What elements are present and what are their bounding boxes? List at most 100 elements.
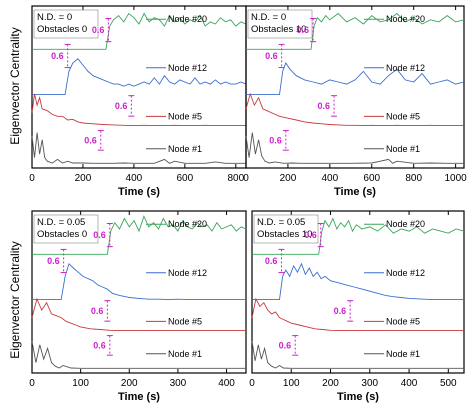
x-tick-label: 0: [249, 378, 255, 389]
x-tick-label: 600: [363, 173, 380, 184]
info-line: N.D. = 0: [251, 12, 286, 23]
series-line-node1: [251, 341, 464, 369]
legend-label-node20: Node #20: [168, 219, 207, 229]
panel-4: 0 100 200 300 400 500 Time (s) N.D. = 0.05Obsta…: [249, 210, 465, 403]
legend-label-node5: Node #5: [386, 316, 420, 326]
legend-label-node1: Node #1: [168, 144, 202, 154]
info-line: Obstacles 0: [37, 24, 87, 35]
scale-value-node12: 0.6: [51, 51, 64, 61]
legend-label-node20: Node #20: [386, 14, 425, 24]
scale-value-node1: 0.6: [279, 340, 292, 350]
x-tick-label: 300: [361, 378, 378, 389]
info-line: Obstacles 10: [257, 229, 312, 240]
panel-2: 0 200 400 600 800 1000 Time (s) N.D. = 0Obstacl…: [243, 5, 467, 198]
series-line-node12: [246, 62, 465, 96]
series-line-node12: [32, 262, 246, 301]
info-line: N.D. = 0: [37, 12, 72, 23]
x-tick-label: 1000: [444, 173, 467, 184]
x-tick-label: 400: [401, 378, 418, 389]
series-line-node20: [252, 217, 465, 255]
series-line-node5: [31, 297, 246, 332]
x-tick-label: 100: [72, 378, 89, 389]
x-tick-label: 200: [121, 378, 138, 389]
legend-label-node20: Node #20: [386, 219, 425, 229]
info-line: Obstacles 10: [251, 24, 306, 35]
y-axis-label-top: Eigenvector Centrality: [8, 27, 22, 144]
scale-value-node5: 0.6: [115, 101, 128, 111]
scale-value-node12: 0.6: [47, 256, 60, 266]
x-axis-label: Time (s): [334, 186, 376, 198]
series-line-node5: [251, 297, 464, 332]
scale-value-node20: 0.6: [304, 230, 317, 240]
series-line-node20: [32, 12, 247, 50]
series-line-node5: [245, 92, 464, 127]
legend-label-node5: Node #5: [168, 111, 202, 121]
legend-label-node12: Node #12: [386, 63, 425, 73]
x-tick-label: 500: [440, 378, 457, 389]
legend-label-node5: Node #5: [386, 111, 420, 121]
x-tick-label: 200: [75, 173, 92, 184]
x-tick-label: 200: [280, 173, 297, 184]
scale-value-node12: 0.6: [265, 51, 278, 61]
plot-frame: [31, 210, 247, 374]
x-tick-label: 0: [29, 173, 35, 184]
series-line-node20: [32, 215, 247, 255]
panel-3: 0 100 200 300 400 Time (s) N.D. = 0.05Obstacle…: [29, 210, 247, 403]
series-line-node1: [245, 132, 464, 164]
scale-value-node12: 0.6: [265, 256, 278, 266]
plot-frame: [245, 5, 465, 169]
info-line: Obstacles 0: [37, 229, 87, 240]
scale-value-node1: 0.6: [84, 135, 97, 145]
scale-value-node20: 0.6: [297, 25, 310, 35]
legend-label-node1: Node #1: [386, 144, 420, 154]
x-tick-label: 0: [29, 378, 35, 389]
scale-value-node1: 0.6: [269, 135, 282, 145]
x-tick-label: 200: [322, 378, 339, 389]
legend-label-node5: Node #5: [168, 316, 202, 326]
series-line-node20: [246, 12, 465, 50]
legend-label-node12: Node #12: [168, 63, 207, 73]
scale-value-node20: 0.6: [92, 25, 105, 35]
series-line-node1: [31, 341, 246, 369]
scale-value-node5: 0.6: [91, 306, 104, 316]
x-tick-label: 600: [177, 173, 194, 184]
x-tick-label: 800: [227, 173, 244, 184]
scale-value-node5: 0.6: [318, 101, 331, 111]
legend-label-node20: Node #20: [168, 14, 207, 24]
series-line-node12: [252, 262, 464, 301]
plot-frame: [251, 210, 465, 374]
info-line: N.D. = 0.05: [257, 217, 305, 228]
x-tick-label: 400: [126, 173, 143, 184]
info-box-frame: [247, 9, 313, 39]
x-axis-label: Time (s): [337, 391, 379, 403]
x-tick-label: 400: [322, 173, 339, 184]
x-tick-label: 400: [218, 378, 235, 389]
scale-value-node5: 0.6: [334, 306, 347, 316]
info-box-frame: [33, 9, 99, 39]
legend-label-node12: Node #12: [386, 268, 425, 278]
legend-label-node1: Node #1: [168, 349, 202, 359]
x-tick-label: 0: [243, 173, 249, 184]
x-axis-label: Time (s): [118, 391, 160, 403]
info-box-frame: [33, 214, 99, 244]
series-line-node5: [31, 93, 246, 127]
x-axis-label: Time (s): [118, 186, 160, 198]
y-axis-label-bottom: Eigenvector Centrality: [8, 241, 22, 358]
legend-label-node12: Node #12: [168, 268, 207, 278]
x-tick-label: 800: [405, 173, 422, 184]
x-tick-label: 300: [170, 378, 187, 389]
info-line: N.D. = 0.05: [37, 217, 85, 228]
x-tick-label: 100: [283, 378, 300, 389]
scale-value-node1: 0.6: [93, 340, 106, 350]
scale-value-node20: 0.6: [93, 230, 106, 240]
legend-label-node1: Node #1: [386, 349, 420, 359]
series-line-node1: [31, 132, 246, 164]
info-box-frame: [253, 214, 319, 244]
